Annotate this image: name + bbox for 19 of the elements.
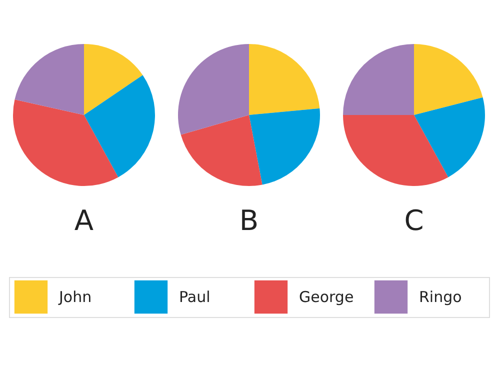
pie-slice [249, 44, 320, 115]
legend-label: Ringo [419, 288, 462, 306]
pie-slice [249, 108, 320, 185]
pie-slice [14, 44, 84, 115]
legend-label: George [299, 288, 354, 306]
pie-slice [414, 97, 485, 178]
legend-label: Paul [179, 288, 210, 306]
legend-label: John [58, 288, 92, 306]
pie-slice [343, 115, 448, 186]
pie-slice [84, 75, 155, 178]
text: A [74, 204, 94, 237]
pie-slice [84, 44, 143, 115]
pie-slice [343, 44, 414, 115]
text: C [404, 204, 424, 237]
pie-slice [13, 100, 118, 186]
pie-slice [180, 115, 262, 186]
pie-slice [414, 44, 483, 115]
text: B [239, 204, 259, 237]
pie-slice [178, 44, 249, 135]
